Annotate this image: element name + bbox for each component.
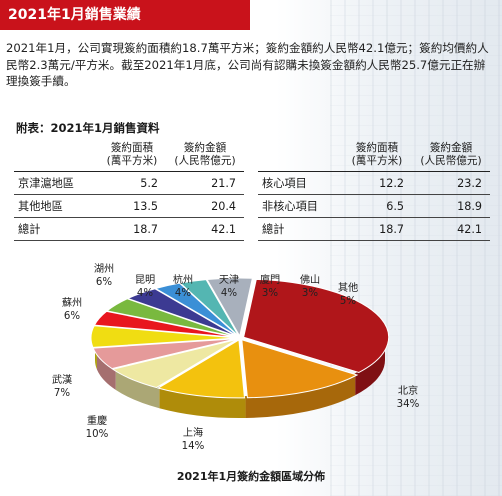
table-heading: 附表：2021年1月銷售資料 bbox=[16, 121, 160, 135]
pie-label-上海: 上海 14% bbox=[179, 428, 207, 453]
pie-label-北京: 北京 34% bbox=[394, 386, 422, 411]
row-label: 核心項目 bbox=[258, 171, 342, 195]
pie-label-value: 3% bbox=[301, 287, 319, 299]
table-header-row: 簽約面積 (萬平方米) 簽約金額 (人民幣億元) bbox=[14, 140, 244, 172]
table-row-total: 總計 18.7 42.1 bbox=[258, 217, 490, 241]
amount-cell: 23.2 bbox=[412, 171, 490, 195]
pie-label-value: 6% bbox=[95, 276, 113, 288]
column-header-amount: 簽約金額 (人民幣億元) bbox=[174, 142, 236, 167]
pie-slice-廈門 bbox=[154, 282, 239, 337]
pie-label-value: 4% bbox=[174, 287, 192, 299]
region-pie-chart: 北京 34% 上海 14% 重慶 10% 武漢 7% 蘇州 6% 湖州 6% 昆明 4% 杭州 4% 天津 4% 廈… bbox=[0, 250, 502, 465]
pie-label-杭州: 杭州 4% bbox=[169, 275, 197, 300]
row-label: 非核心項目 bbox=[258, 194, 342, 218]
pie-label-其他: 其他 5% bbox=[334, 283, 362, 308]
area-cell: 18.7 bbox=[342, 217, 412, 241]
pie-label-value: 3% bbox=[261, 287, 279, 299]
pie-label-name: 杭州 bbox=[172, 275, 194, 286]
table-row: 京津滬地區 5.2 21.7 bbox=[14, 171, 244, 195]
pie-chart-svg bbox=[90, 277, 390, 418]
pie-label-value: 4% bbox=[220, 287, 238, 299]
pie-label-name: 天津 bbox=[218, 275, 240, 286]
table-row: 其他地區 13.5 20.4 bbox=[14, 194, 244, 218]
pie-label-name: 廈門 bbox=[259, 275, 281, 286]
pie-side-重慶 bbox=[159, 386, 246, 418]
pie-slice-昆明 bbox=[93, 310, 237, 338]
pie-slice-佛山 bbox=[179, 279, 240, 337]
pie-slice-其他 bbox=[206, 277, 253, 338]
pie-label-name: 上海 bbox=[182, 428, 204, 439]
pie-label-蘇州: 蘇州 6% bbox=[58, 298, 86, 323]
pie-label-value: 6% bbox=[63, 310, 81, 322]
row-label: 總計 bbox=[258, 217, 342, 241]
pie-label-value: 4% bbox=[136, 287, 154, 299]
pie-label-value: 7% bbox=[53, 387, 71, 399]
area-cell: 5.2 bbox=[98, 171, 166, 195]
table-row: 核心項目 12.2 23.2 bbox=[258, 171, 490, 195]
pie-label-武漢: 武漢 7% bbox=[48, 375, 76, 400]
project-sales-table: 簽約面積 (萬平方米) 簽約金額 (人民幣億元) 核心項目 12.2 23.2 … bbox=[258, 140, 490, 241]
pie-label-name: 佛山 bbox=[299, 275, 321, 286]
pie-label-name: 湖州 bbox=[93, 264, 115, 275]
pie-label-name: 昆明 bbox=[134, 275, 156, 286]
pie-label-昆明: 昆明 4% bbox=[131, 275, 159, 300]
background-building-image bbox=[330, 0, 502, 496]
pie-label-佛山: 佛山 3% bbox=[296, 275, 324, 300]
pie-label-name: 武漢 bbox=[51, 375, 73, 386]
amount-cell: 42.1 bbox=[166, 217, 244, 241]
table-row: 非核心項目 6.5 18.9 bbox=[258, 194, 490, 218]
amount-cell: 42.1 bbox=[412, 217, 490, 241]
table-row-total: 總計 18.7 42.1 bbox=[14, 217, 244, 241]
pie-label-value: 34% bbox=[396, 398, 420, 410]
pie-label-廈門: 廈門 3% bbox=[256, 275, 284, 300]
pie-slice-蘇州 bbox=[92, 338, 237, 370]
pie-label-天津: 天津 4% bbox=[215, 275, 243, 300]
pie-slice-杭州 bbox=[105, 298, 237, 338]
pie-label-name: 重慶 bbox=[86, 416, 108, 427]
pie-label-湖州: 湖州 6% bbox=[90, 264, 118, 289]
pie-slice-湖州 bbox=[90, 325, 237, 348]
pie-label-重慶: 重慶 10% bbox=[83, 416, 111, 441]
pie-label-name: 其他 bbox=[337, 283, 359, 294]
table-header-row: 簽約面積 (萬平方米) 簽約金額 (人民幣億元) bbox=[258, 140, 490, 172]
intro-paragraph: 2021年1月，公司實現簽約面積約18.7萬平方米；簽約金額約人民幣42.1億元… bbox=[6, 41, 489, 88]
row-label: 京津滬地區 bbox=[14, 171, 98, 195]
amount-cell: 20.4 bbox=[166, 194, 244, 218]
amount-cell: 18.9 bbox=[412, 194, 490, 218]
pie-slice-北京 bbox=[243, 278, 390, 373]
pie-label-value: 5% bbox=[339, 295, 357, 307]
area-cell: 6.5 bbox=[342, 194, 412, 218]
pie-slice-武漢 bbox=[111, 338, 238, 389]
pie-slice-上海 bbox=[241, 339, 359, 399]
area-cell: 13.5 bbox=[98, 194, 166, 218]
pie-slice-天津 bbox=[126, 288, 238, 337]
pie-side-北京 bbox=[355, 338, 385, 396]
row-label: 總計 bbox=[14, 217, 98, 241]
pie-label-name: 北京 bbox=[397, 386, 419, 397]
area-cell: 18.7 bbox=[98, 217, 166, 241]
area-cell: 12.2 bbox=[342, 171, 412, 195]
row-label: 其他地區 bbox=[14, 194, 98, 218]
column-header-area: 簽約面積 (萬平方米) bbox=[106, 142, 158, 167]
region-sales-table: 簽約面積 (萬平方米) 簽約金額 (人民幣億元) 京津滬地區 5.2 21.7 … bbox=[14, 140, 244, 241]
pie-slice-重慶 bbox=[156, 339, 246, 399]
amount-cell: 21.7 bbox=[166, 171, 244, 195]
pie-side-武漢 bbox=[115, 367, 160, 409]
page-title: 2021年1月銷售業績 bbox=[0, 0, 250, 30]
chart-caption: 2021年1月簽約金額區域分佈 bbox=[176, 470, 326, 483]
pie-label-name: 蘇州 bbox=[61, 298, 83, 309]
pie-label-value: 10% bbox=[85, 428, 109, 440]
column-header-area: 簽約面積 (萬平方米) bbox=[351, 142, 403, 167]
column-header-amount: 簽約金額 (人民幣億元) bbox=[420, 142, 482, 167]
pie-label-value: 14% bbox=[181, 440, 205, 452]
